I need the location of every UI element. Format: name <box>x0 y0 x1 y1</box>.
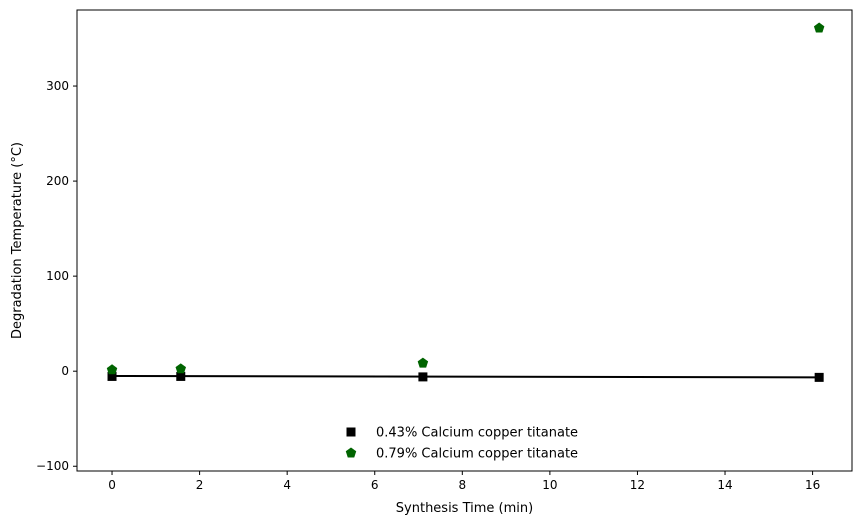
x-tick-label: 8 <box>458 478 466 492</box>
data-point-series-1 <box>107 371 117 381</box>
y-tick-label: 300 <box>46 79 69 93</box>
legend-label-series-1: 0.43% Calcium copper titanate <box>376 426 578 441</box>
x-axis-ticks: 0 2 4 6 8 10 12 14 16 <box>108 471 820 492</box>
y-tick-label: 100 <box>46 269 69 283</box>
x-tick-label: 4 <box>283 478 291 492</box>
y-tick-label: 200 <box>46 174 69 188</box>
plot-area <box>76 9 853 472</box>
data-point-series-1 <box>176 371 186 381</box>
y-tick-label: −100 <box>36 459 69 473</box>
data-point-series-2 <box>813 22 825 33</box>
data-point-series-1 <box>814 372 824 382</box>
legend-label-series-2: 0.79% Calcium copper titanate <box>376 447 578 462</box>
legend: 0.43% Calcium copper titanate 0.79% Calci… <box>345 426 578 462</box>
x-axis-label: Synthesis Time (min) <box>396 501 533 516</box>
data-markers <box>106 22 825 382</box>
legend-marker-series-2 <box>345 447 357 458</box>
legend-marker-series-1 <box>346 427 356 437</box>
data-point-series-2 <box>417 357 429 368</box>
fit-line-series-1 <box>112 374 820 379</box>
y-axis-ticks: −100 0 100 200 300 <box>36 79 77 473</box>
y-axis-label: Degradation Temperature (°C) <box>10 142 25 339</box>
fit-lines <box>112 374 820 379</box>
x-tick-label: 10 <box>542 478 557 492</box>
x-tick-label: 16 <box>805 478 820 492</box>
x-tick-label: 12 <box>630 478 645 492</box>
x-tick-label: 2 <box>196 478 204 492</box>
data-point-series-2 <box>106 364 118 375</box>
x-tick-label: 14 <box>717 478 732 492</box>
y-tick-label: 0 <box>61 364 69 378</box>
data-point-series-1 <box>418 372 428 382</box>
data-point-series-2 <box>175 363 186 374</box>
x-tick-label: 6 <box>371 478 379 492</box>
x-tick-label: 0 <box>108 478 116 492</box>
